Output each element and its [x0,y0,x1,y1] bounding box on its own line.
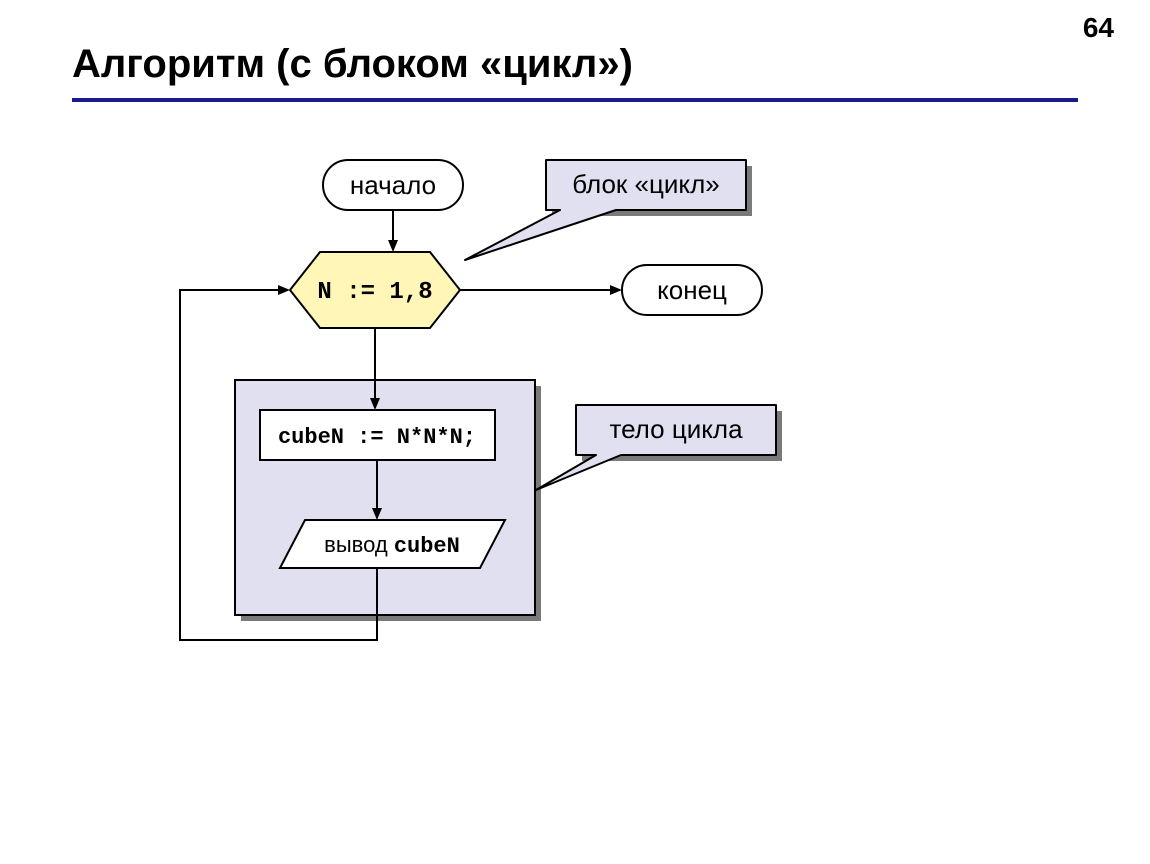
flowchart-svg: блок «цикл» тело цикла начало конец N :=… [0,0,1150,864]
process-label: cubeN := N*N*N; [278,425,476,450]
io-label: вывод cubeN [324,532,460,559]
io-label-prefix: вывод [324,532,394,557]
callout-body-label: тело цикла [609,414,743,444]
io-label-mono: cubeN [394,534,460,559]
loop-hexagon-label: N := 1,8 [317,279,432,306]
callout-cycle-label: блок «цикл» [572,169,719,199]
start-label: начало [350,170,436,200]
end-label: конец [657,275,727,305]
